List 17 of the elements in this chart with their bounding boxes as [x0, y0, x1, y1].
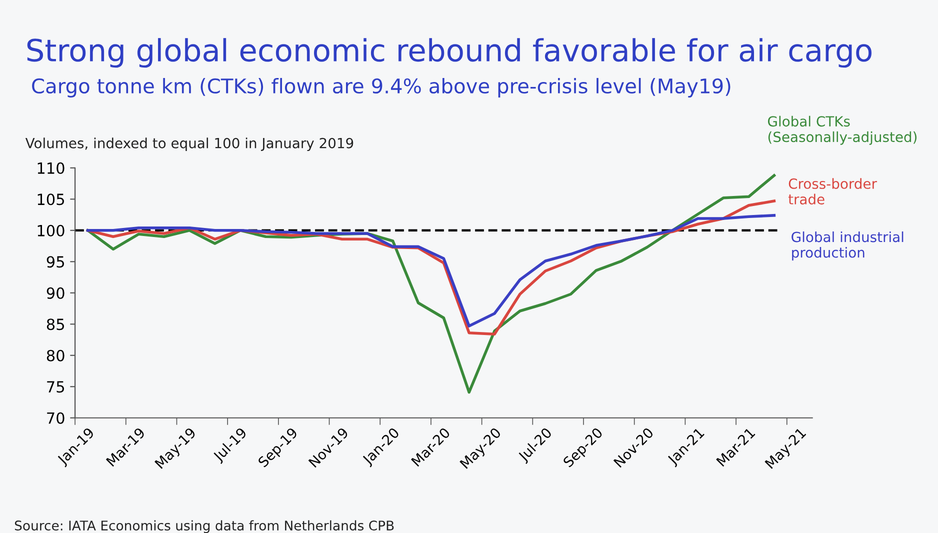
- chart-title: Strong global economic rebound favorable for air cargo: [27, 38, 872, 68]
- y-tick-label: 95: [46, 256, 64, 268]
- y-tick-label: 80: [46, 350, 64, 362]
- source-note: Source: IATA Economics using data from Netherlands CPB: [14, 520, 394, 533]
- y-tick-label: 110: [38, 162, 64, 174]
- y-tick-label: 70: [47, 412, 64, 424]
- y-axis-title: Volumes, indexed to equal 100 in January 2019: [25, 138, 354, 152]
- y-tick-label: 90: [46, 287, 64, 299]
- line-series: [86, 214, 776, 328]
- chart-subtitle: Cargo tonne km (CTKs) flown are 9.4% above pre-crisis level (May19): [32, 78, 730, 98]
- y-tick-label: 100: [38, 224, 64, 236]
- series-label: Cross-border trade: [788, 178, 877, 204]
- y-tick-label: 85: [46, 318, 64, 330]
- series-label: Global industrial production: [792, 231, 904, 260]
- y-tick-label: 75: [47, 381, 64, 393]
- text: Global CTKs (Seasonally-adjusted): [768, 116, 917, 145]
- y-tick-label: 105: [38, 194, 64, 206]
